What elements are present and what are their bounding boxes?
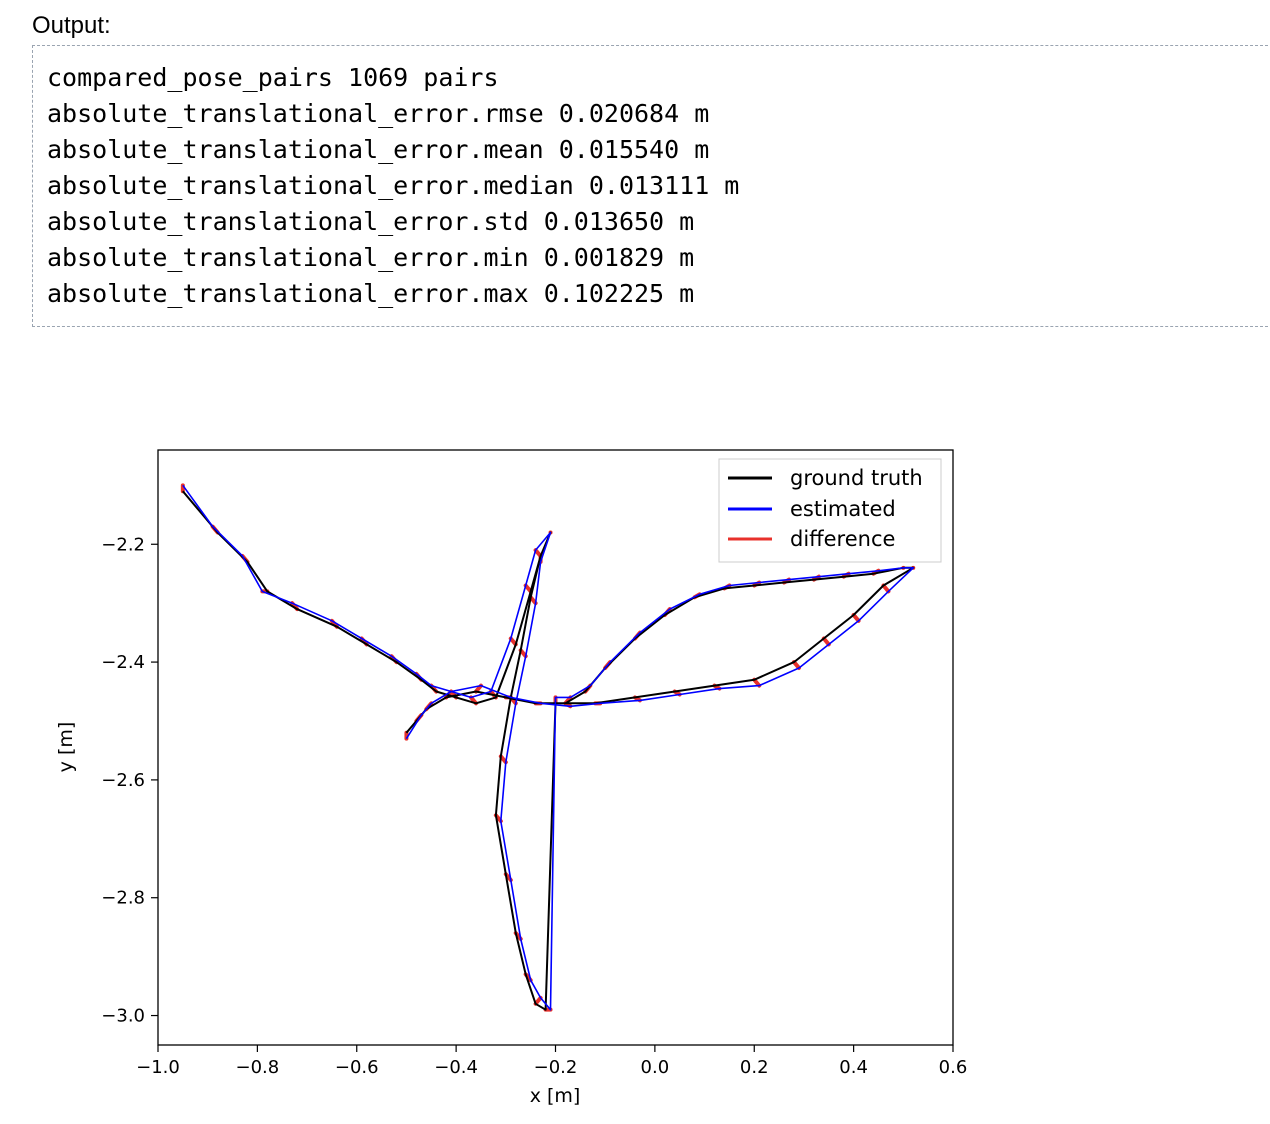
output-line: absolute_translational_error.max 0.10222…	[47, 279, 695, 308]
difference-segment	[518, 648, 528, 659]
x-tick-label: 0.0	[641, 1057, 670, 1078]
y-axis: −2.2 −2.4 −2.6 −2.8 −3.0	[101, 534, 158, 1027]
output-line: absolute_translational_error.min 0.00182…	[47, 243, 695, 272]
legend-label-estimated: estimated	[790, 497, 896, 521]
difference-segment	[752, 677, 762, 688]
x-tick-label: −0.4	[434, 1057, 478, 1078]
output-text: compared_pose_pairs 1069 pairs absolute_t…	[47, 60, 739, 312]
difference-segment	[851, 612, 861, 623]
x-tick-label: −0.8	[236, 1057, 280, 1078]
x-tick-label: −0.6	[335, 1057, 379, 1078]
y-tick-label: −3.0	[101, 1006, 145, 1027]
x-axis: −1.0 −0.8 −0.6 −0.4 −0.2 0.0 0.2 0.4 0.6	[136, 1045, 967, 1078]
difference-segment	[474, 683, 483, 694]
x-tick-label: 0.4	[839, 1057, 868, 1078]
y-tick-label: −2.6	[101, 770, 145, 791]
output-line: compared_pose_pairs 1069 pairs	[47, 63, 499, 92]
legend: ground truth estimated difference	[718, 458, 942, 563]
output-line: absolute_translational_error.rmse 0.0206…	[47, 99, 710, 128]
estimated-line	[182, 484, 915, 1011]
ground-truth-line	[182, 490, 915, 1011]
x-axis-label: x [m]	[530, 1085, 581, 1107]
x-tick-label: 0.2	[740, 1057, 769, 1078]
series-layer	[180, 483, 916, 1012]
difference-segment	[881, 583, 891, 594]
difference-segment	[523, 583, 533, 594]
output-box: compared_pose_pairs 1069 pairs absolute_t…	[32, 45, 1268, 327]
difference-segment	[508, 636, 518, 647]
x-tick-label: −1.0	[136, 1057, 180, 1078]
y-tick-label: −2.4	[101, 652, 145, 673]
difference-segment	[821, 636, 831, 647]
trajectory-chart: −1.0 −0.8 −0.6 −0.4 −0.2 0.0 0.2 0.4 0.6 −2.2−2.…	[55, 449, 967, 1107]
difference-segment	[792, 660, 801, 670]
output-label: Output:	[32, 12, 111, 39]
legend-label-ground-truth: ground truth	[790, 466, 923, 490]
output-line: absolute_translational_error.std 0.01365…	[47, 207, 695, 236]
x-tick-label: −0.2	[534, 1057, 578, 1078]
y-tick-label: −2.8	[101, 888, 145, 909]
output-line: absolute_translational_error.mean 0.0155…	[47, 135, 710, 164]
difference-segment	[533, 995, 543, 1006]
y-axis-label: y [m]	[55, 722, 77, 773]
output-line: absolute_translational_error.median 0.01…	[47, 171, 740, 200]
legend-label-difference: difference	[790, 527, 895, 551]
y-tick-label: −2.2	[101, 534, 145, 555]
x-tick-label: 0.6	[939, 1057, 968, 1078]
